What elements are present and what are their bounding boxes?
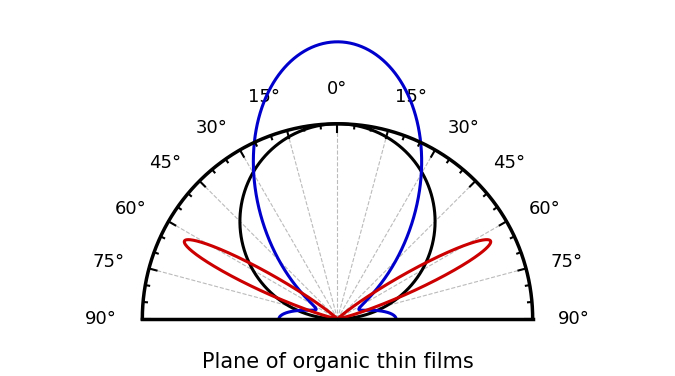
- Text: 15°: 15°: [248, 88, 280, 106]
- Text: 90°: 90°: [85, 310, 117, 328]
- Text: 45°: 45°: [493, 154, 526, 172]
- Text: 0°: 0°: [327, 80, 348, 99]
- Text: 30°: 30°: [448, 119, 480, 137]
- Text: 45°: 45°: [149, 154, 182, 172]
- Text: 30°: 30°: [195, 119, 227, 137]
- Text: 90°: 90°: [558, 310, 590, 328]
- Text: 15°: 15°: [395, 88, 427, 106]
- Text: 60°: 60°: [529, 200, 560, 218]
- Text: Plane of organic thin films: Plane of organic thin films: [202, 352, 473, 372]
- Text: 75°: 75°: [92, 253, 124, 271]
- Text: 60°: 60°: [115, 200, 146, 218]
- Text: 75°: 75°: [551, 253, 583, 271]
